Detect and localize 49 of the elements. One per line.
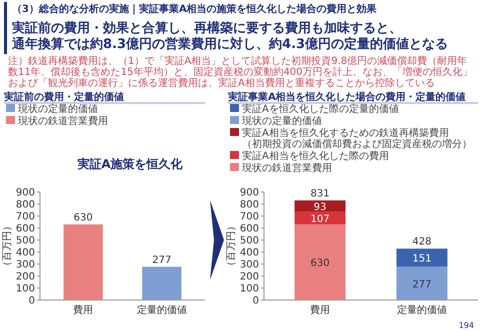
- y-tick-label: 400: [240, 248, 259, 258]
- chart-title: 実証事業A相当を恒久化した場合の費用・定量的価値: [227, 91, 466, 103]
- data-label: 93: [314, 202, 326, 213]
- y-tick-label: 800: [16, 200, 35, 210]
- y-tick-label: 400: [16, 248, 35, 258]
- data-label: 277: [152, 254, 172, 266]
- text: 194: [458, 321, 474, 330]
- y-tick-label: 300: [16, 260, 35, 270]
- data-label: 630: [74, 212, 93, 224]
- data-label: 151: [412, 254, 432, 265]
- y-tick-label: 600: [16, 224, 35, 234]
- y-tick-label: 800: [240, 200, 259, 210]
- y-tick-label: 700: [240, 212, 259, 222]
- data-label: 107: [310, 214, 330, 225]
- text: 実証A施策を恒久化: [76, 157, 184, 171]
- total-label: 831: [310, 188, 330, 200]
- legend-label: 実証A相当を恒久化した際の費用: [242, 150, 389, 162]
- legend-label: 現状の定量的価値: [18, 103, 98, 115]
- x-tick-label: 費用: [310, 304, 330, 316]
- y-tick-label: 100: [16, 284, 35, 294]
- y-tick-label: 600: [240, 224, 259, 234]
- y-tick-label: 0: [28, 296, 35, 306]
- legend-label: 実証Aを恒久化した際の定量的価値: [242, 103, 399, 115]
- chart-title: 実証前の費用・定量的価値: [3, 91, 124, 103]
- y-tick-label: 0: [252, 296, 259, 306]
- text: 注）鉄道再構築費用は、（1）で「実証A相当」として試算した初期投資9.8億円の減価償却費（耐用年数11年、償却後も含めた15年平均）と、固定資産税の変動約400万円を計上。なお、「増便の恒久化」および「観光列車の運行」に係る運営費用は、実証A相当費用と重複することから控除している: [8, 55, 473, 89]
- y-tick-label: 200: [240, 272, 259, 282]
- y-tick-label: 700: [16, 212, 35, 222]
- text: （3）総合的な分析の実施｜実証事業A相当の施策を恒久化した場合の費用と効果: [12, 3, 378, 15]
- x-tick-label: 費用: [73, 304, 94, 316]
- x-tick-label: 定量的価値: [396, 304, 447, 316]
- y-tick-label: 100: [240, 284, 259, 294]
- y-tick-label: 200: [16, 272, 35, 282]
- y-tick-label: 500: [240, 236, 259, 246]
- legend-label: 現状の鉄道営業費用: [242, 162, 332, 174]
- total-label: 428: [412, 236, 432, 248]
- x-tick-label: 定量的価値: [136, 304, 187, 316]
- legend-label: 現状の定量的価値: [242, 115, 322, 127]
- data-label: 630: [310, 258, 330, 270]
- y-axis-title: （百万円）: [2, 221, 13, 271]
- y-axis-title: （百万円）: [226, 221, 237, 271]
- y-tick-label: 300: [240, 260, 259, 270]
- y-tick-label: 500: [16, 236, 35, 246]
- y-tick-label: 900: [240, 188, 259, 198]
- data-label: 277: [412, 279, 432, 290]
- legend-label: 実証A相当を恒久化するための鉄道再構築費用（初期投資の減価償却費および固定資産税の増分）: [242, 127, 472, 150]
- legend-label: 現状の鉄道営業費用: [18, 115, 108, 127]
- y-tick-label: 900: [16, 188, 35, 198]
- text: 実証前の費用・効果と合算し、再構築に要する費用も加味すると、通年換算では約8.3億円の営業費用に対し、約4.3億円の定量的価値となる: [11, 20, 448, 52]
